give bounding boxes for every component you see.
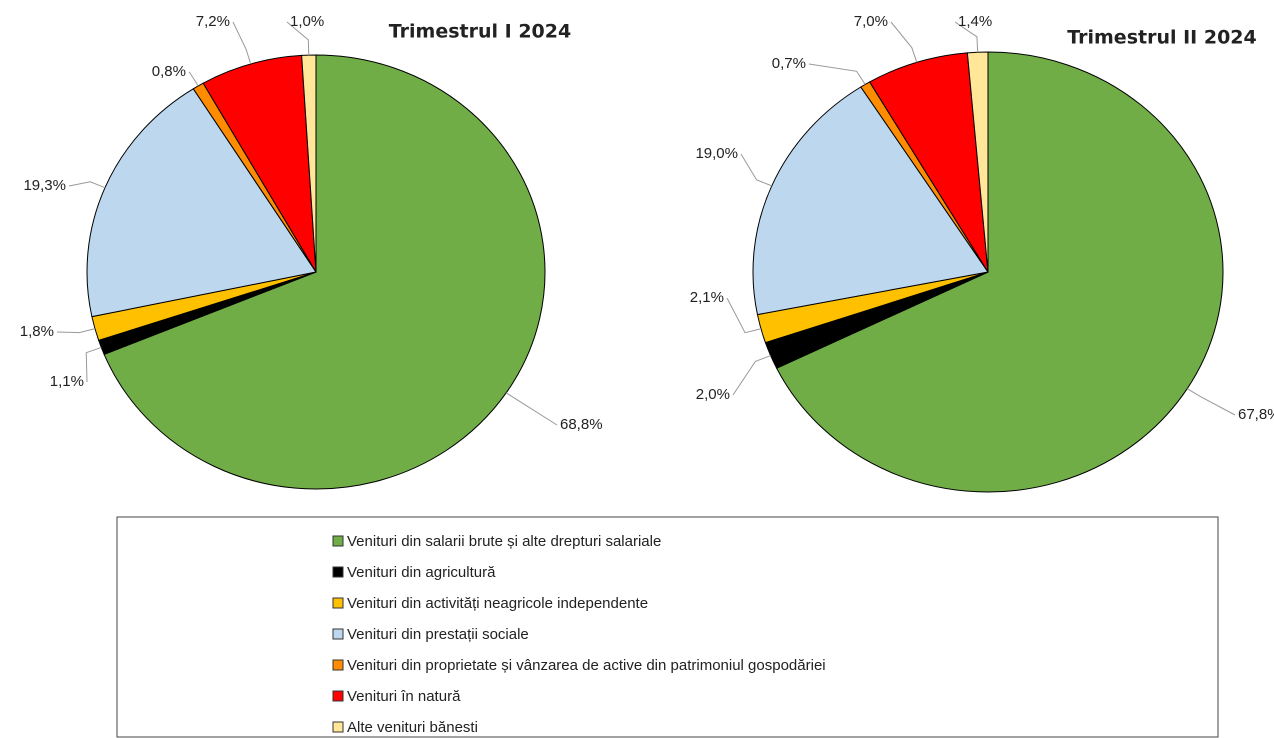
legend-swatch bbox=[332, 535, 344, 547]
leader-line bbox=[56, 328, 96, 334]
legend-swatch bbox=[332, 659, 344, 671]
leader-line bbox=[740, 153, 772, 187]
leader-line bbox=[505, 392, 558, 426]
data-label: 7,2% bbox=[196, 13, 230, 30]
leader-line bbox=[954, 21, 979, 53]
data-label: 1,1% bbox=[50, 373, 84, 390]
data-label: 7,0% bbox=[854, 13, 888, 30]
legend-label: Venituri din activități neagricole indep… bbox=[347, 595, 648, 612]
pie-slice bbox=[103, 54, 546, 490]
pie-slice bbox=[202, 54, 317, 273]
chart-title: Trimestrul I 2024 bbox=[389, 21, 571, 43]
pie-slice bbox=[775, 51, 1224, 493]
data-label: 1,4% bbox=[958, 13, 992, 30]
leader-line bbox=[68, 181, 106, 189]
data-label: 19,0% bbox=[695, 145, 738, 162]
legend-label: Venituri din salarii brute și alte drept… bbox=[347, 533, 661, 550]
leader-line bbox=[890, 21, 918, 63]
legend-label: Venituri din prestații sociale bbox=[347, 626, 529, 643]
data-label: 1,8% bbox=[20, 323, 54, 340]
leader-line bbox=[808, 63, 866, 85]
legend-label: Venituri din proprietate și vânzarea de … bbox=[347, 657, 826, 674]
legend-label: Alte venituri bănesti bbox=[347, 719, 478, 736]
chart-title: Trimestrul II 2024 bbox=[1067, 27, 1257, 49]
legend-swatch bbox=[332, 690, 344, 702]
pie-slice bbox=[86, 88, 317, 318]
data-label: 1,0% bbox=[290, 13, 324, 30]
leader-line bbox=[1186, 388, 1236, 416]
pie-slice bbox=[301, 54, 317, 273]
legend-box bbox=[116, 516, 1219, 738]
data-label: 2,0% bbox=[696, 386, 730, 403]
legend-swatch bbox=[332, 597, 344, 609]
data-label: 67,8% bbox=[1238, 406, 1274, 423]
legend-swatch bbox=[332, 628, 344, 640]
data-label: 68,8% bbox=[560, 416, 603, 433]
leader-line bbox=[286, 21, 310, 56]
leader-line bbox=[732, 355, 771, 396]
data-label: 2,1% bbox=[690, 289, 724, 306]
leader-line bbox=[188, 71, 199, 87]
data-label: 0,8% bbox=[152, 63, 186, 80]
legend-label: Venituri din agricultură bbox=[347, 564, 496, 581]
legend-swatch bbox=[332, 721, 344, 733]
leader-line bbox=[85, 346, 102, 383]
data-label: 0,7% bbox=[772, 55, 806, 72]
leader-line bbox=[726, 297, 762, 334]
legend-swatch bbox=[332, 566, 344, 578]
data-label: 19,3% bbox=[23, 177, 66, 194]
legend-label: Venituri în natură bbox=[347, 688, 461, 705]
pie-slice bbox=[868, 52, 989, 273]
leader-line bbox=[232, 21, 252, 65]
